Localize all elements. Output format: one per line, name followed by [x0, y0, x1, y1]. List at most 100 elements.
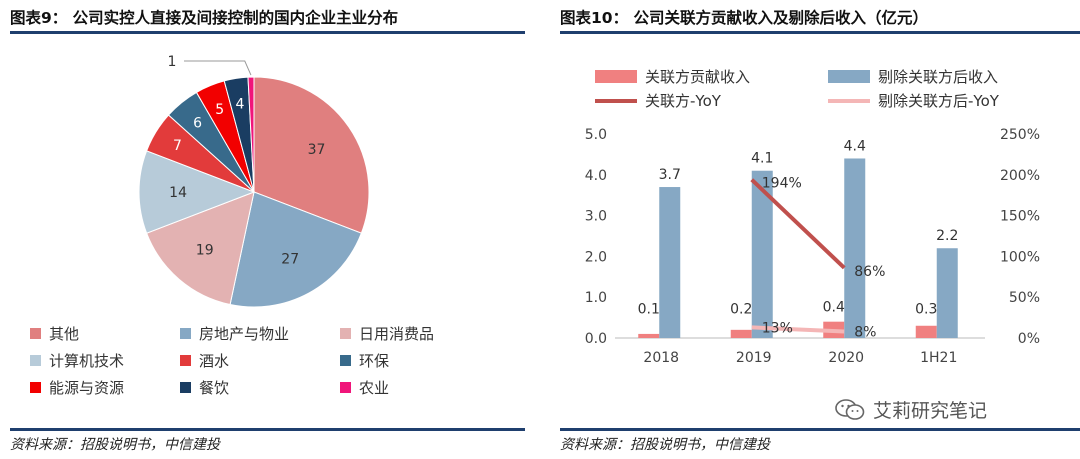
- pie-slice-label: 1: [168, 54, 177, 70]
- bar-data-label: 2.2: [936, 228, 958, 244]
- y2-tick-label: 200%: [1000, 168, 1040, 184]
- legend-swatch: [340, 355, 351, 366]
- legend-item: 餐饮: [180, 376, 340, 399]
- y-tick-label: 1.0: [585, 290, 607, 306]
- series-line: [750, 178, 846, 270]
- legend-label: 日用消费品: [359, 325, 435, 343]
- pie-slice: [229, 191, 363, 308]
- legend-label: 房地产与物业: [199, 325, 290, 343]
- x-tick-label: 2020: [828, 350, 864, 366]
- series-line: [751, 325, 845, 334]
- pie-slice: [138, 150, 256, 234]
- x-tick-label: 2018: [643, 350, 679, 366]
- y2-tick-label: 0%: [1018, 331, 1040, 347]
- bar: [730, 329, 752, 338]
- legend-swatch: [340, 328, 351, 339]
- legend-swatch: [30, 382, 41, 393]
- pie-slice-label: 5: [215, 102, 224, 118]
- pie-source: 资料来源：招股说明书，中信建投: [10, 437, 220, 453]
- pie-slice-label: 14: [169, 185, 187, 201]
- bottom-divider: [560, 428, 1080, 431]
- pie-title: 图表9： 公司实控人直接及间接控制的国内企业主业分布: [10, 9, 399, 27]
- watermark: 艾莉研究笔记: [835, 396, 987, 423]
- legend-swatch: [30, 328, 41, 339]
- x-tick-label: 2019: [736, 350, 772, 366]
- pie-panel: 图表9： 公司实控人直接及间接控制的国内企业主业分布 37 27 19 14 7 6 5 4 1…: [0, 0, 525, 459]
- legend-item: 能源与资源: [30, 376, 180, 399]
- y2-tick-label: 50%: [1009, 290, 1040, 306]
- bar: [915, 325, 937, 338]
- legend-item: 计算机技术: [30, 349, 180, 372]
- pie-chart: 37 27 19 14 765 4 1: [138, 54, 370, 308]
- pie-slice: [145, 191, 255, 306]
- legend-label: 餐饮: [199, 379, 230, 397]
- bar-data-label: 0.1: [638, 302, 660, 318]
- line-data-label: 8%: [854, 324, 876, 340]
- legend-label: 能源与资源: [49, 379, 125, 397]
- legend-item: 日用消费品: [340, 322, 500, 345]
- pie-slice-label: 7: [173, 138, 182, 154]
- legend-item: 酒水: [180, 349, 340, 372]
- y-tick-label: 3.0: [585, 209, 607, 225]
- pie-slice: [247, 76, 255, 193]
- bar-panel: 图表10： 公司关联方贡献收入及剔除后收入（亿元） 关联方贡献收入 剔除关联方后收…: [550, 0, 1080, 459]
- legend-label: 剔除关联方后-YoY: [878, 92, 1000, 110]
- bottom-divider: [10, 428, 525, 431]
- pie-slice-label: 6: [193, 115, 202, 131]
- y-tick-label: 5.0: [585, 127, 607, 143]
- bar: [638, 333, 660, 338]
- title-divider: [560, 31, 1080, 34]
- pie-slice-label: 37: [308, 142, 326, 158]
- legend-swatch: [340, 382, 351, 393]
- y-tick-label: 2.0: [585, 249, 607, 265]
- x-tick-label: 1H21: [920, 350, 957, 366]
- pie-slice-label: 4: [236, 96, 245, 112]
- legend-item: 环保: [340, 349, 500, 372]
- pie-legend: 其他 房地产与物业 日用消费品计算机技术 酒水 环保能源与资源 餐饮 农业: [30, 322, 510, 399]
- legend-swatch: [828, 70, 870, 83]
- pie-slice-label: 27: [281, 252, 299, 268]
- line-data-label: 13%: [762, 320, 793, 336]
- legend-label: 剔除关联方后收入: [878, 68, 998, 86]
- wechat-icon: [835, 398, 865, 420]
- bar-data-label: 0.4: [823, 300, 845, 316]
- bar: [844, 158, 866, 338]
- bar-data-label: 0.3: [915, 302, 937, 318]
- bar: [751, 170, 773, 338]
- legend-swatch: [595, 70, 637, 83]
- legend-label: 农业: [359, 379, 390, 397]
- y2-tick-label: 150%: [1000, 209, 1040, 225]
- legend-item: 农业: [340, 376, 500, 399]
- bar-source: 资料来源：招股说明书，中信建投: [560, 437, 770, 453]
- legend-item: 房地产与物业: [180, 322, 340, 345]
- legend-swatch: [180, 355, 191, 366]
- pie-slice-label: 19: [196, 243, 214, 259]
- y-tick-label: 0.0: [585, 331, 607, 347]
- y-tick-label: 4.0: [585, 168, 607, 184]
- title-divider: [10, 31, 525, 34]
- y2-tick-label: 250%: [1000, 127, 1040, 143]
- bar-data-label: 4.4: [844, 138, 866, 154]
- legend-label: 关联方-YoY: [645, 92, 722, 110]
- bar: [659, 187, 681, 338]
- legend-swatch: [30, 355, 41, 366]
- bar-data-label: 4.1: [751, 151, 773, 167]
- legend-label: 环保: [359, 352, 390, 370]
- bar-data-label: 0.2: [730, 302, 752, 318]
- legend-swatch: [180, 328, 191, 339]
- legend-label: 酒水: [199, 352, 230, 370]
- legend-label: 其他: [49, 325, 80, 343]
- y2-tick-label: 100%: [1000, 249, 1040, 265]
- line-data-label: 86%: [854, 264, 885, 280]
- legend-label: 关联方贡献收入: [645, 68, 750, 86]
- watermark-text: 艾莉研究笔记: [873, 400, 988, 422]
- legend-item: 其他: [30, 322, 180, 345]
- pie-leader-line: [184, 60, 252, 76]
- line-data-label: 194%: [762, 176, 802, 192]
- legend-label: 计算机技术: [49, 352, 125, 370]
- bar: [936, 248, 958, 338]
- pie-slice: [253, 76, 370, 234]
- bar-data-label: 3.7: [659, 167, 681, 183]
- legend-swatch: [180, 382, 191, 393]
